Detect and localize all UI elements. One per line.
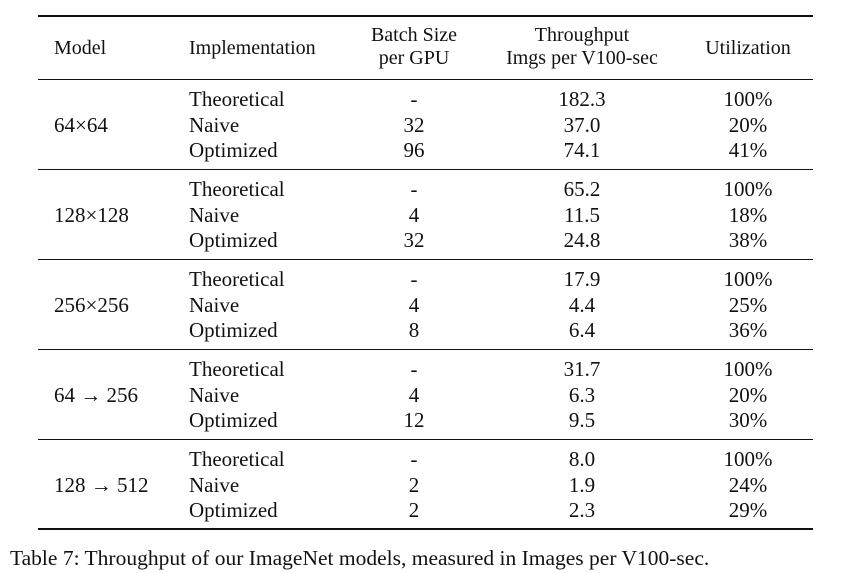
- row-utilization: 100%: [723, 267, 773, 291]
- row-utilization: 30%: [728, 408, 768, 432]
- row-implementation: Naive: [189, 113, 240, 137]
- header-implementation: Implementation: [189, 37, 316, 59]
- row-utilization: 100%: [723, 177, 773, 201]
- table-header-rule: [38, 79, 813, 80]
- row-throughput: 31.7: [563, 357, 601, 381]
- row-implementation: Optimized: [189, 228, 278, 252]
- group-separator-rule: [38, 169, 813, 170]
- row-batch: 2: [408, 473, 420, 497]
- row-utilization: 100%: [723, 447, 773, 471]
- row-implementation: Theoretical: [189, 177, 285, 201]
- table-top-rule: [38, 15, 813, 17]
- header-throughput: Throughput Imgs per V100-sec: [506, 24, 658, 70]
- row-implementation: Optimized: [189, 408, 278, 432]
- row-batch: -: [410, 87, 418, 111]
- row-throughput: 1.9: [568, 473, 596, 497]
- header-batch-line1: Batch Size: [370, 24, 458, 46]
- group-separator-rule: [38, 259, 813, 260]
- row-throughput: 11.5: [564, 203, 600, 227]
- row-throughput: 8.0: [568, 447, 596, 471]
- group-model: 128 → 512: [54, 473, 149, 497]
- row-implementation: Naive: [189, 383, 240, 407]
- row-implementation: Naive: [189, 203, 240, 227]
- row-throughput: 37.0: [563, 113, 601, 137]
- header-utilization: Utilization: [705, 37, 791, 59]
- row-batch: 2: [408, 498, 420, 522]
- header-throughput-line1: Throughput: [534, 24, 630, 46]
- row-throughput: 4.4: [568, 293, 596, 317]
- row-implementation: Naive: [189, 293, 240, 317]
- row-implementation: Optimized: [189, 138, 278, 162]
- group-model: 128×128: [54, 203, 129, 227]
- row-implementation: Theoretical: [189, 357, 285, 381]
- row-batch: 32: [403, 228, 425, 252]
- row-batch: 96: [403, 138, 425, 162]
- group-separator-rule: [38, 439, 813, 440]
- table-caption: Table 7: Throughput of our ImageNet mode…: [10, 546, 710, 570]
- row-utilization: 20%: [728, 113, 768, 137]
- group-separator-rule: [38, 349, 813, 350]
- row-batch: 12: [403, 408, 425, 432]
- row-utilization: 20%: [728, 383, 768, 407]
- row-utilization: 24%: [728, 473, 768, 497]
- row-batch: 4: [408, 203, 420, 227]
- row-batch: -: [410, 447, 418, 471]
- header-batch-size: Batch Size per GPU: [371, 24, 457, 70]
- row-batch: 32: [403, 113, 425, 137]
- row-batch: -: [410, 267, 418, 291]
- row-utilization: 100%: [723, 87, 773, 111]
- header-batch-line2: per GPU: [378, 47, 450, 69]
- row-utilization: 100%: [723, 357, 773, 381]
- row-throughput: 74.1: [563, 138, 601, 162]
- row-utilization: 41%: [728, 138, 768, 162]
- row-implementation: Theoretical: [189, 447, 285, 471]
- row-throughput: 65.2: [563, 177, 601, 201]
- table-bottom-rule: [38, 528, 813, 530]
- row-throughput: 24.8: [563, 228, 601, 252]
- row-utilization: 38%: [728, 228, 768, 252]
- row-throughput: 6.4: [568, 318, 596, 342]
- row-throughput: 17.9: [563, 267, 601, 291]
- group-model: 256×256: [54, 293, 129, 317]
- row-implementation: Optimized: [189, 318, 278, 342]
- row-batch: 8: [408, 318, 420, 342]
- header-model: Model: [54, 37, 107, 59]
- header-throughput-line2: Imgs per V100-sec: [506, 47, 658, 69]
- group-model: 64 → 256: [54, 383, 138, 407]
- row-implementation: Optimized: [189, 498, 278, 522]
- row-utilization: 36%: [728, 318, 768, 342]
- row-throughput: 2.3: [568, 498, 596, 522]
- row-batch: 4: [408, 383, 420, 407]
- row-implementation: Naive: [189, 473, 240, 497]
- row-batch: 4: [408, 293, 420, 317]
- row-implementation: Theoretical: [189, 267, 285, 291]
- row-batch: -: [410, 177, 418, 201]
- row-utilization: 18%: [728, 203, 768, 227]
- row-throughput: 9.5: [568, 408, 596, 432]
- row-throughput: 182.3: [558, 87, 606, 111]
- row-implementation: Theoretical: [189, 87, 285, 111]
- row-batch: -: [410, 357, 418, 381]
- row-throughput: 6.3: [568, 383, 596, 407]
- group-model: 64×64: [54, 113, 108, 137]
- row-utilization: 25%: [728, 293, 768, 317]
- row-utilization: 29%: [728, 498, 768, 522]
